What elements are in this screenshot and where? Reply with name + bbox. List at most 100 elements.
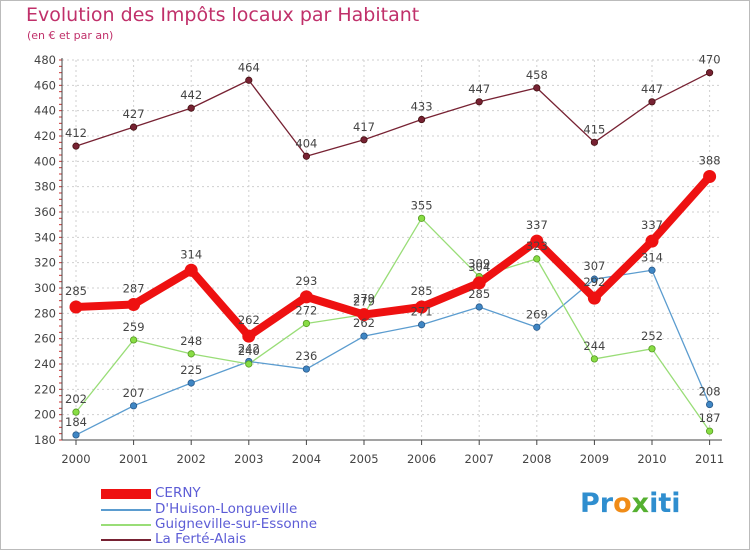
data-point-d-huison-longueville xyxy=(533,323,541,331)
chart-subtitle: (en € et par an) xyxy=(27,29,114,42)
x-tick-label: 2008 xyxy=(522,452,551,466)
chart-title: Evolution des Impôts locaux par Habitant xyxy=(26,4,420,26)
data-point-cerny xyxy=(357,308,371,322)
data-point-cerny xyxy=(69,300,83,314)
data-point-la-fert-alais xyxy=(648,98,656,106)
data-label-d-huison-longueville: 184 xyxy=(65,415,87,429)
legend-item-laferte: La Ferté-Alais xyxy=(101,531,361,548)
data-label-la-fert-alais: 433 xyxy=(411,100,433,114)
brand-part-2: o xyxy=(613,488,632,519)
data-point-la-fert-alais xyxy=(475,98,483,106)
x-tick-label: 2011 xyxy=(695,452,724,466)
data-point-cerny xyxy=(587,291,601,305)
data-label-d-huison-longueville: 271 xyxy=(411,305,433,319)
grid-lines xyxy=(62,59,722,441)
brand-logo: Proxiti xyxy=(580,488,681,519)
data-label-d-huison-longueville: 236 xyxy=(295,349,317,363)
y-tick-label: 400 xyxy=(34,154,56,168)
x-tick-label: 2004 xyxy=(292,452,321,466)
data-point-guigneville-sur-essonne xyxy=(417,214,426,222)
brand-part-3: x xyxy=(631,488,650,519)
data-point-guigneville-sur-essonne xyxy=(130,336,138,344)
series-line-d-huison-longueville xyxy=(75,269,711,436)
y-tick-label: 300 xyxy=(34,281,56,295)
data-label-la-fert-alais: 464 xyxy=(238,60,260,74)
data-point-cerny xyxy=(472,276,486,290)
data-label-guigneville-sur-essonne: 244 xyxy=(583,339,605,353)
y-tick-label: 180 xyxy=(34,433,56,447)
y-tick-label: 340 xyxy=(34,230,56,244)
data-label-d-huison-longueville: 269 xyxy=(526,307,548,321)
data-point-la-fert-alais xyxy=(130,123,138,131)
data-label-guigneville-sur-essonne: 240 xyxy=(238,344,260,358)
series-line-cerny xyxy=(72,172,714,341)
legend-item-dhuison: D'Huison-Longueville xyxy=(101,501,361,518)
data-point-cerny xyxy=(127,297,141,311)
data-label-d-huison-longueville: 242 xyxy=(238,341,260,355)
x-tick-label: 2002 xyxy=(177,452,206,466)
series-line-guigneville-sur-essonne xyxy=(75,217,711,432)
data-label-guigneville-sur-essonne: 309 xyxy=(468,257,490,271)
data-point-d-huison-longueville xyxy=(648,266,656,274)
data-label-d-huison-longueville: 207 xyxy=(123,386,145,400)
data-point-guigneville-sur-essonne xyxy=(590,355,599,363)
legend-swatch-dhuison xyxy=(101,509,151,511)
legend-swatch-guigneville xyxy=(101,524,151,526)
data-point-guigneville-sur-essonne xyxy=(187,350,195,358)
series-points xyxy=(69,69,717,439)
data-label-d-huison-longueville: 225 xyxy=(180,363,202,377)
data-label-cerny: 293 xyxy=(295,274,317,288)
data-point-d-huison-longueville xyxy=(705,400,714,409)
legend-label-laferte: La Ferté-Alais xyxy=(155,531,247,547)
data-point-la-fert-alais xyxy=(245,76,253,84)
data-point-cerny xyxy=(299,290,313,304)
data-point-la-fert-alais xyxy=(302,152,310,160)
x-tick-label: 2009 xyxy=(580,452,609,466)
data-label-la-fert-alais: 447 xyxy=(468,82,490,96)
series-line-la-fert-alais xyxy=(75,72,711,157)
data-label-cerny: 337 xyxy=(641,218,663,232)
data-point-cerny xyxy=(530,234,544,248)
legend-swatch-laferte xyxy=(101,539,151,541)
legend-item-guigneville: Guigneville-sur-Essonne xyxy=(101,516,361,533)
data-label-guigneville-sur-essonne: 355 xyxy=(411,198,433,212)
legend-item-cerny: CERNY xyxy=(101,485,361,502)
y-tick-label: 320 xyxy=(34,256,56,270)
data-point-cerny xyxy=(184,263,198,277)
data-point-cerny xyxy=(645,234,659,248)
data-label-la-fert-alais: 404 xyxy=(295,136,317,150)
x-tick-label: 2000 xyxy=(61,452,90,466)
data-label-guigneville-sur-essonne: 272 xyxy=(295,303,317,317)
data-point-d-huison-longueville xyxy=(302,365,310,373)
data-label-la-fert-alais: 470 xyxy=(699,53,721,67)
data-point-d-huison-longueville xyxy=(130,402,138,410)
data-label-la-fert-alais: 442 xyxy=(180,88,202,102)
data-label-guigneville-sur-essonne: 259 xyxy=(123,320,145,334)
axes: 180 200 220 240 260 280 300 320 340 360 380 400 420 4… xyxy=(34,53,724,466)
y-tick-label: 440 xyxy=(34,104,56,118)
data-labels: 184 207 225 242 236 262 271 285 269 307 314 208 202 2… xyxy=(65,53,721,429)
y-tick-label: 480 xyxy=(34,53,56,67)
data-label-cerny: 314 xyxy=(180,247,202,261)
data-label-cerny: 287 xyxy=(123,281,145,295)
data-point-guigneville-sur-essonne xyxy=(705,427,714,435)
y-tick-label: 420 xyxy=(34,129,56,143)
data-label-guigneville-sur-essonne: 187 xyxy=(699,411,721,425)
data-point-la-fert-alais xyxy=(417,115,426,124)
data-label-guigneville-sur-essonne: 248 xyxy=(180,334,202,348)
brand-part-1: Pr xyxy=(580,488,614,519)
data-point-la-fert-alais xyxy=(187,104,195,112)
data-point-la-fert-alais xyxy=(360,136,368,144)
y-tick-label: 260 xyxy=(34,332,56,346)
data-point-la-fert-alais xyxy=(705,69,714,77)
x-tick-label: 2003 xyxy=(234,452,263,466)
data-label-cerny: 292 xyxy=(583,275,605,289)
data-label-cerny: 285 xyxy=(411,284,433,298)
data-point-la-fert-alais xyxy=(72,142,80,150)
data-point-guigneville-sur-essonne xyxy=(72,408,80,416)
data-label-la-fert-alais: 427 xyxy=(123,107,145,121)
data-point-la-fert-alais xyxy=(533,84,541,92)
data-label-guigneville-sur-essonne: 252 xyxy=(641,329,663,343)
data-label-guigneville-sur-essonne: 279 xyxy=(353,295,375,309)
